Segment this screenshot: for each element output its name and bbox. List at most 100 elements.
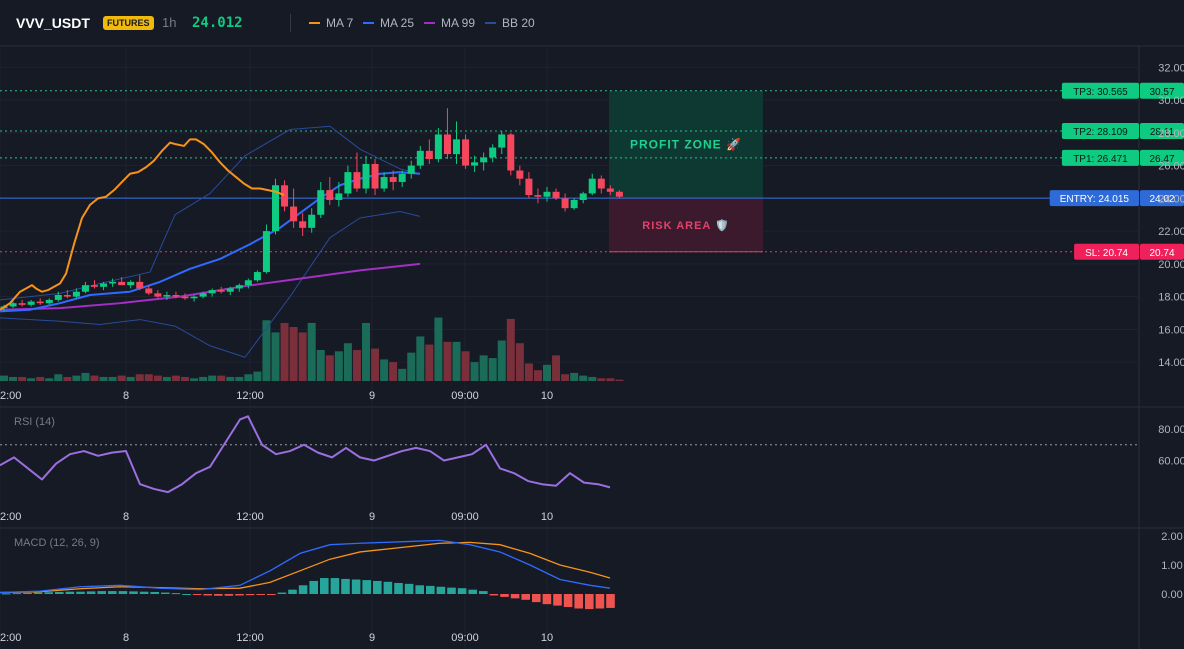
volume-bar [506, 318, 515, 381]
volume-bar [497, 340, 506, 381]
tp2-tag: TP2: 28.109 [1073, 127, 1128, 138]
legend-bb20[interactable]: BB 20 [485, 15, 535, 31]
time-axis-label: 9 [369, 390, 375, 402]
macd-histogram-bar [330, 578, 340, 594]
bb20-swatch [485, 22, 496, 24]
volume-bar [45, 378, 54, 381]
time-axis-label: 10 [541, 511, 553, 523]
entry-tag-bg [1049, 190, 1139, 207]
legend-ma25[interactable]: MA 25 [363, 15, 414, 31]
candle-body [127, 281, 135, 286]
volume-bar [380, 359, 389, 381]
volume-bar [244, 374, 253, 381]
ma25-label: MA 25 [380, 16, 415, 30]
volume-bar [579, 375, 588, 381]
candle-body [317, 190, 325, 215]
volume-bar [90, 375, 99, 381]
volume-bar [307, 322, 316, 381]
candle-body [507, 134, 515, 171]
price-tick-label: 30.00 [1158, 95, 1184, 107]
candle-body [109, 281, 117, 284]
volume-bar [108, 376, 117, 381]
sl-tag-bg [1074, 243, 1139, 260]
timeframe-label[interactable]: 1h [162, 15, 177, 30]
macd-histogram-bar [383, 581, 393, 594]
price-tick-label: 28.00 [1158, 128, 1184, 140]
volume-bar [208, 375, 217, 381]
volume-bar [434, 317, 443, 381]
candle-body [299, 221, 307, 228]
candle-body [371, 163, 379, 189]
macd-title: MACD (12, 26, 9) [14, 537, 100, 549]
macd-histogram-bar [182, 594, 191, 595]
candle-body [552, 191, 560, 199]
tp1-axis-bg [1140, 149, 1184, 166]
candle-body [353, 172, 361, 189]
macd-histogram-bar [606, 594, 615, 608]
candle-body [91, 285, 98, 287]
entry-tag: ENTRY: 24.015 [1060, 194, 1130, 205]
price-tick-label: 20.00 [1158, 259, 1184, 271]
macd-histogram-bar [139, 591, 149, 594]
candle-body [525, 178, 533, 196]
candle-body [335, 193, 343, 200]
volume-bar [262, 320, 271, 381]
tp3-axis-bg [1140, 82, 1184, 99]
time-axis-label: 8 [123, 511, 129, 523]
legend-ma7[interactable]: MA 7 [309, 15, 353, 31]
macd-histogram-bar [320, 578, 329, 594]
time-axis-label: 8 [123, 632, 129, 644]
volume-bar [181, 376, 189, 381]
volume-bar [199, 376, 208, 381]
volume-bar [226, 376, 235, 381]
price-tick-label: 22.00 [1158, 226, 1184, 238]
time-axis-label: 09:00 [451, 390, 479, 402]
macd-histogram-bar [468, 589, 477, 594]
volume-bar [27, 378, 36, 381]
macd-histogram-bar [86, 591, 96, 594]
volume-bar [461, 351, 470, 381]
candle-body [380, 177, 388, 189]
time-axis-label: 8 [123, 390, 129, 402]
rsi-tick-label: 80.00 [1158, 424, 1184, 436]
entry-axis-bg [1140, 190, 1184, 207]
rsi-line [0, 415, 611, 494]
macd-histogram-bar [277, 592, 287, 594]
time-axis-label: 10 [541, 632, 553, 644]
tp2-tag-bg [1061, 123, 1139, 140]
macd-histogram-bar [12, 593, 22, 595]
volume-bar [606, 378, 615, 381]
candle-body [27, 301, 35, 305]
price-tick-label: 26.00 [1158, 161, 1184, 173]
candle-body [471, 162, 479, 166]
tp1-axis-label: 26.47 [1149, 154, 1174, 165]
legend-ma99[interactable]: MA 99 [424, 15, 475, 31]
volume-bar [117, 375, 126, 381]
volume-bar [298, 332, 307, 381]
volume-bar [63, 376, 72, 381]
volume-bar [18, 376, 27, 381]
volume-bar [543, 364, 551, 381]
candle-body [480, 157, 488, 163]
time-axis-label: 12:00 [236, 511, 264, 523]
macd-histogram-bar [553, 594, 562, 606]
volume-bar [99, 376, 108, 381]
candle-body [516, 170, 524, 179]
volume-bar [289, 327, 298, 381]
ma25-swatch [363, 22, 374, 24]
volume-bar [371, 348, 380, 381]
futures-badge: FUTURES [103, 16, 154, 30]
tp2-axis-bg [1140, 123, 1184, 140]
volume-bar [72, 375, 81, 381]
ma7-label: MA 7 [326, 16, 354, 30]
tp3-axis-label: 30.57 [1149, 87, 1174, 98]
price-tick-label: 18.00 [1158, 292, 1184, 304]
candle-body [543, 191, 551, 197]
volume-bar [389, 362, 398, 381]
candle-body [570, 199, 578, 209]
candle-body [181, 296, 189, 299]
candle-body [54, 294, 62, 300]
time-axis-label: 12:00 [236, 390, 264, 402]
symbol-label[interactable]: VVV_USDT [16, 15, 90, 31]
